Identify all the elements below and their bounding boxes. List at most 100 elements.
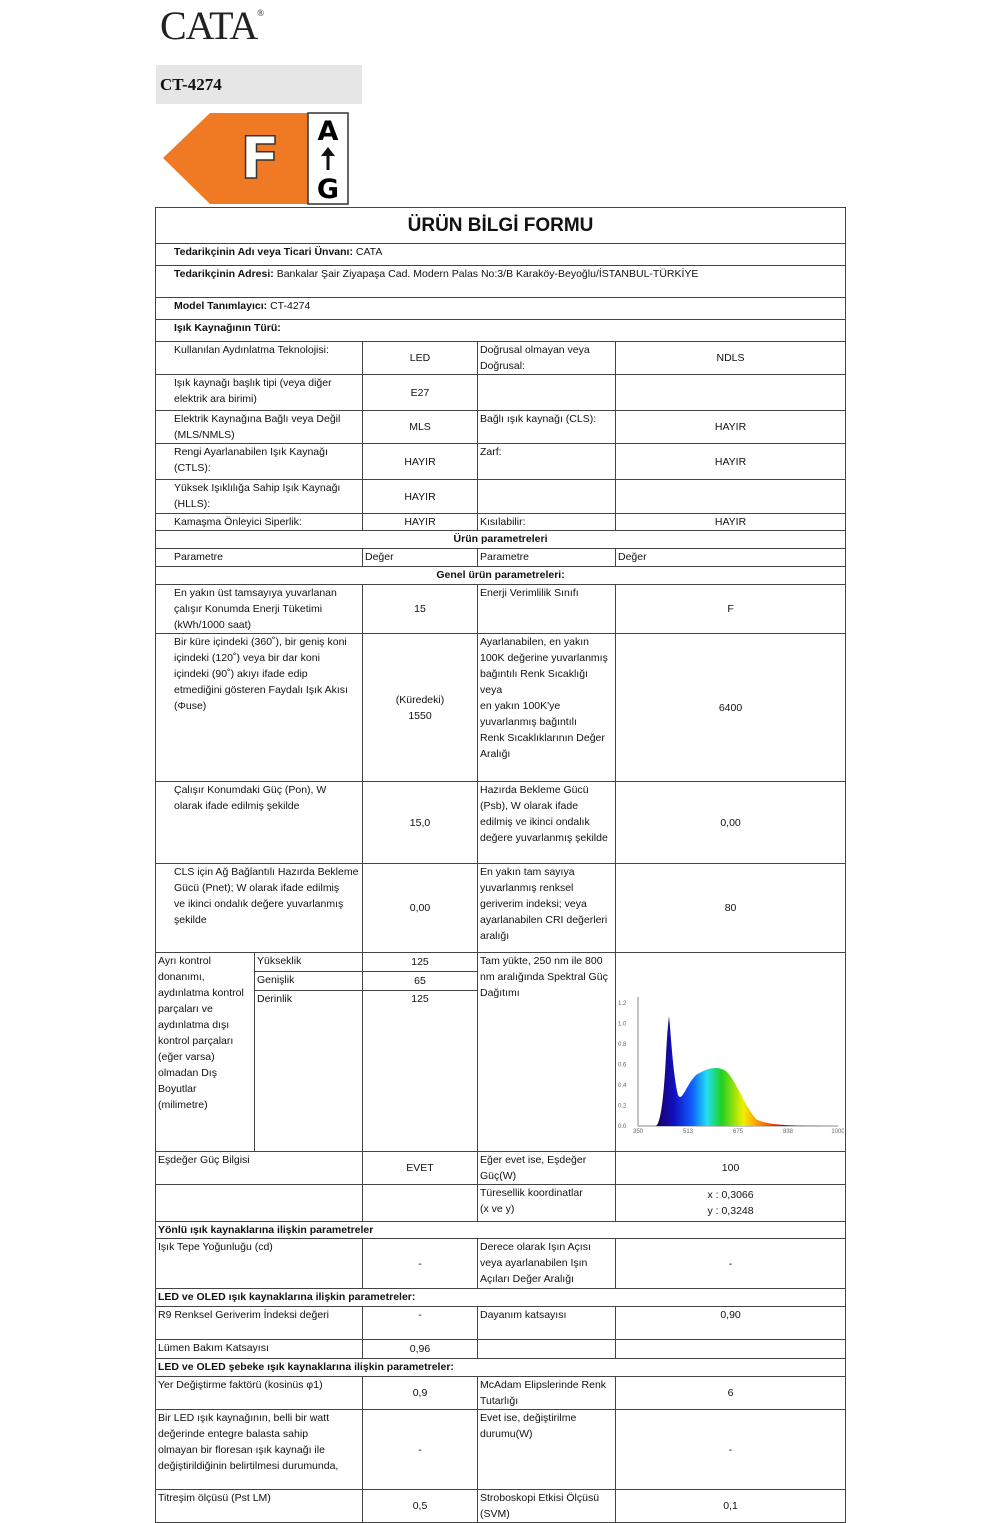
pon-label: Çalışır Konumdaki Güç (Pon), W olarak if…	[155, 781, 363, 864]
height-value: 125	[362, 951, 478, 973]
source-type-heading: Işık Kaynağının Türü:	[154, 319, 847, 342]
width-value: 65	[362, 971, 478, 992]
y-tick-label: 1.0	[618, 1022, 627, 1028]
model-row: Model Tanımlayıcı: CT-4274	[154, 297, 847, 320]
cls-label: Bağlı ışık kaynağı (CLS):	[477, 410, 616, 444]
mains-label: Elektrik Kaynağına Bağlı veya Değil (MLS…	[155, 410, 363, 444]
cata-logo: CATA®	[160, 2, 264, 49]
eff-class-value: F	[614, 584, 847, 634]
x-tick-label: 1000	[831, 1129, 844, 1135]
directional-params-heading: Yönlü ışık kaynaklarına ilişkin parametr…	[154, 1221, 847, 1239]
supplier-label: Tedarikçinin Adı veya Ticari Ünvanı:	[174, 246, 353, 258]
equiv-value: EVET	[362, 1151, 478, 1185]
pnet-value: 0,00	[362, 863, 478, 953]
chroma-label: Türesellik koordinatlar (x ve y)	[477, 1184, 616, 1222]
address-label: Tedarikçinin Adresi:	[174, 268, 274, 280]
x-tick-label: 513	[683, 1129, 694, 1135]
envelope-label: Zarf:	[477, 443, 616, 480]
energy-class-letter: F	[240, 124, 280, 192]
flicker-label: Titreşim ölçüsü (Pst LM)	[155, 1489, 363, 1523]
y-tick-label: 0.8	[618, 1042, 627, 1048]
equiv-power-value: 100	[614, 1151, 847, 1185]
psb-label: Hazırda Bekleme Gücü (Psb), W olarak ifa…	[477, 781, 616, 864]
y-tick-label: 0.6	[618, 1063, 627, 1069]
spectrum-chart: 0.0 0.2 0.4 0.6 0.8 1.0 1.2 350 513 675 838 1000	[618, 997, 844, 1135]
model-banner: CT-4274	[156, 65, 362, 104]
equiv-power-label: Eğer evet ise, Eşdeğer Güç(W)	[477, 1151, 616, 1185]
peak-value: -	[362, 1238, 478, 1289]
led-params-heading: LED ve OLED ışık kaynaklarına ilişkin pa…	[154, 1288, 847, 1307]
directional-value: NDLS	[614, 341, 847, 375]
depth-value: 125	[362, 990, 478, 1152]
peak-label: Işık Tepe Yoğunluğu (cd)	[155, 1238, 363, 1289]
energy-arrow-shape	[163, 113, 308, 204]
scale-bottom: G	[317, 174, 339, 205]
y-tick-label: 0.0	[618, 1124, 627, 1130]
chroma-value: x : 0,3066 y : 0,3248	[614, 1184, 847, 1222]
retrofit-value: -	[362, 1409, 478, 1490]
col-value-right: Değer	[614, 548, 847, 567]
dims-label: Ayrı kontrol donanımı, aydınlatma kontro…	[155, 952, 255, 1152]
address-row: Tedarikçinin Adresi: Bankalar Şair Ziyap…	[154, 265, 847, 298]
flicker-value: 0,5	[362, 1489, 478, 1523]
x-tick-label: 838	[783, 1129, 794, 1135]
psb-value: 0,00	[614, 781, 847, 864]
mcadam-label: McAdam Elipslerinde Renk Tutarlığı	[477, 1376, 616, 1410]
lumen-label: Lümen Bakım Katsayısı	[155, 1339, 363, 1359]
beam-label: Derece olarak Işın Açısı veya ayarlanabi…	[477, 1238, 616, 1289]
cct-label: Ayarlanabilen, en yakın 100K değerine yu…	[477, 633, 616, 782]
energy-cons-value: 15	[362, 584, 478, 634]
col-param-left: Parametre	[155, 548, 363, 567]
eff-class-label: Enerji Verimlilik Sınıfı	[477, 584, 616, 634]
dimmable-label: Kısılabilir:	[477, 513, 616, 531]
scale-top: A	[318, 116, 339, 147]
r9-value: -	[362, 1306, 478, 1340]
product-info-form: ÜRÜN BİLGİ FORMU Tedarikçinin Adı veya T…	[154, 207, 847, 1523]
beam-value: -	[614, 1238, 847, 1289]
address-value: Bankalar Şair Ziyapaşa Cad. Modern Palas…	[276, 268, 699, 280]
spectrum-chart-cell: 0.0 0.2 0.4 0.6 0.8 1.0 1.2 350 513 675 838 1000	[614, 952, 847, 1152]
y-tick-label: 1.2	[618, 1001, 627, 1007]
flux-value: (Küredeki) 1550	[362, 633, 478, 782]
lumen-value: 0,96	[362, 1339, 478, 1359]
width-label: Genişlik	[254, 971, 363, 992]
energy-cons-label: En yakın üst tamsayıya yuvarlanan çalışı…	[155, 584, 363, 634]
col-value-left: Değer	[362, 548, 478, 567]
depth-label: Derinlik	[254, 990, 363, 1152]
pf-label: Yer Değiştirme faktörü (kosinüs φ1)	[155, 1376, 363, 1410]
arrow-up-icon	[321, 147, 335, 170]
spd-label: Tam yükte, 250 nm ile 800 nm aralığında …	[480, 955, 608, 999]
cri-value: 80	[614, 863, 847, 953]
y-tick-label: 0.2	[618, 1104, 627, 1110]
supplier-value: CATA	[355, 246, 383, 258]
mcadam-value: 6	[614, 1376, 847, 1410]
spd-cell: Tam yükte, 250 nm ile 800 nm aralığında …	[477, 952, 616, 1152]
glare-label: Kamaşma Önleyici Siperlik:	[155, 513, 363, 531]
ctls-value: HAYIR	[362, 443, 478, 480]
energy-class-label: F A G	[163, 112, 349, 205]
tech-label: Kullanılan Aydınlatma Teknolojisi:	[155, 341, 363, 375]
registered-mark: ®	[257, 8, 264, 18]
r9-label: R9 Renksel Geriverim İndeksi değeri	[155, 1306, 363, 1340]
pon-value: 15,0	[362, 781, 478, 864]
hlls-label: Yüksek Işıklılığa Sahip Işık Kaynağı (HL…	[155, 479, 363, 514]
product-params-heading: Ürün parametreleri	[154, 530, 847, 549]
height-label: Yükseklik	[254, 951, 363, 973]
model-value: CT-4274	[270, 300, 311, 312]
retrofit-w-value: -	[614, 1409, 847, 1490]
retrofit-label: Bir LED ışık kaynağının, belli bir watt …	[155, 1409, 363, 1490]
x-tick-label: 675	[733, 1129, 744, 1135]
survival-label: Dayanım katsayısı	[477, 1306, 616, 1340]
pnet-label: CLS için Ağ Bağlantılı Hazırda Bekleme G…	[155, 863, 363, 953]
ctls-label: Rengi Ayarlanabilen Işık Kaynağı (CTLS):	[155, 443, 363, 480]
pf-value: 0,9	[362, 1376, 478, 1410]
mains-value: MLS	[362, 410, 478, 444]
directional-label: Doğrusal olmayan veya Doğrusal:	[477, 341, 616, 375]
strobo-label: Stroboskopi Etkisi Ölçüsü (SVM)	[477, 1489, 616, 1523]
survival-value: 0,90	[614, 1306, 847, 1340]
retrofit-w-label: Evet ise, değiştirilme durumu(W)	[477, 1409, 616, 1490]
cap-value: E27	[362, 374, 478, 411]
equiv-label: Eşdeğer Güç Bilgisi	[155, 1151, 363, 1185]
col-param-right: Parametre	[477, 548, 616, 567]
model-label: Model Tanımlayıcı:	[174, 300, 268, 312]
